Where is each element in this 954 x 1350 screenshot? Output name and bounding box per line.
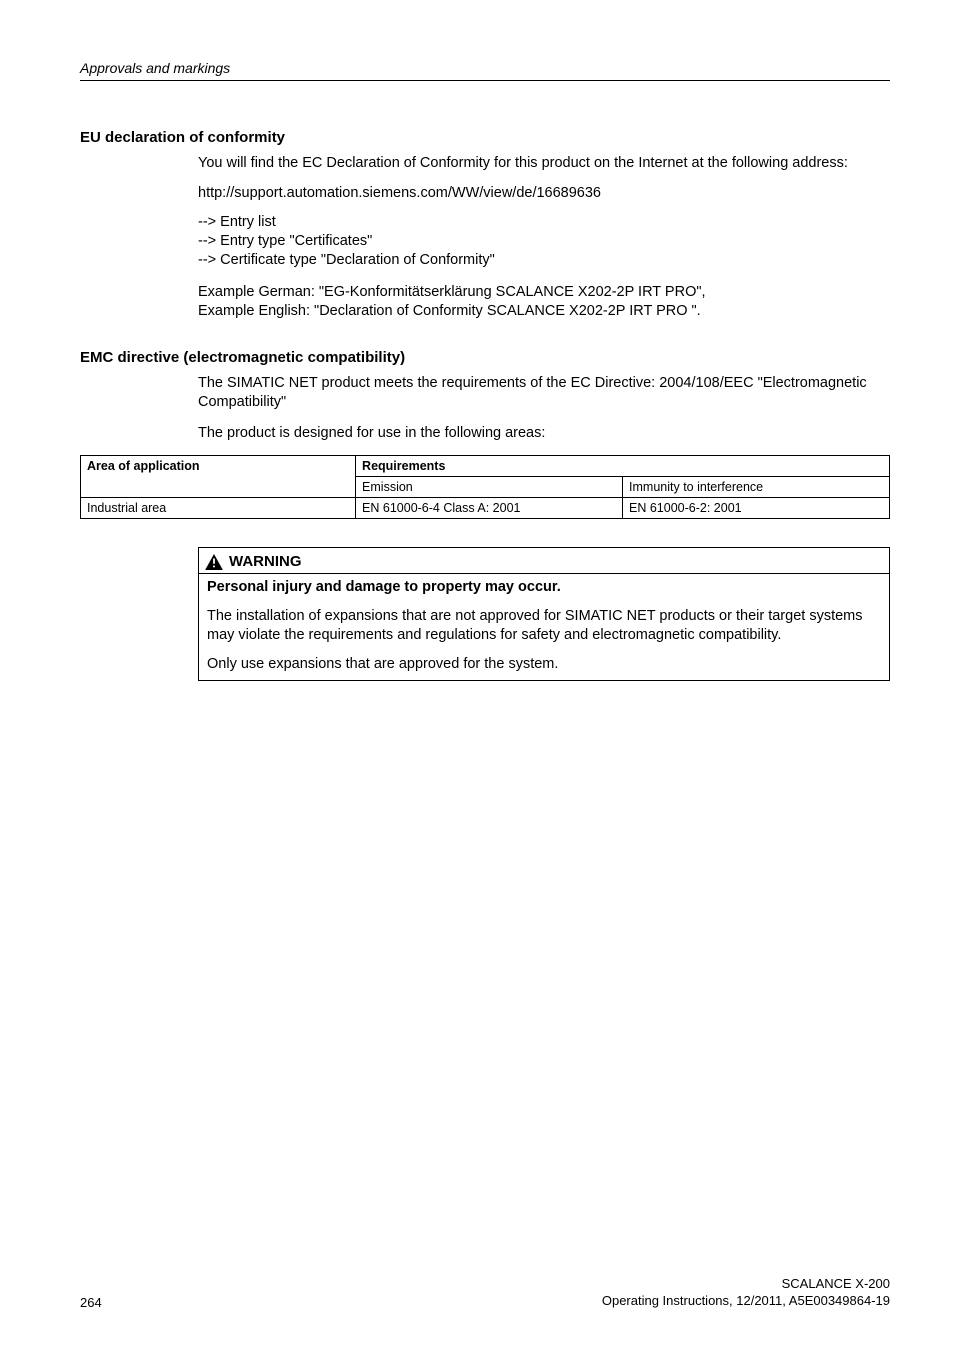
requirements-table: Area of application Requirements Emissio…: [80, 455, 890, 519]
table-row: Industrial area EN 61000-6-4 Class A: 20…: [81, 498, 890, 519]
section-heading-emc: EMC directive (electromagnetic compatibi…: [80, 349, 890, 366]
warning-subtitle: Personal injury and damage to property m…: [207, 578, 881, 597]
eu-example-en: Example English: "Declaration of Conform…: [198, 302, 890, 321]
warning-header: WARNING: [199, 548, 889, 574]
eu-entry-0: --> Entry list: [198, 213, 890, 232]
warning-label: WARNING: [229, 553, 302, 570]
th-requirements: Requirements: [356, 456, 890, 477]
warning-box: WARNING Personal injury and damage to pr…: [198, 547, 890, 680]
emc-block: The SIMATIC NET product meets the requir…: [198, 374, 890, 443]
td-immunity-header: Immunity to interference: [623, 477, 890, 498]
eu-entry-1: --> Entry type "Certificates": [198, 232, 890, 251]
footer-product: SCALANCE X-200: [602, 1276, 890, 1293]
emc-para1: The SIMATIC NET product meets the requir…: [198, 374, 890, 412]
warning-text-2: Only use expansions that are approved fo…: [207, 655, 881, 674]
section-heading-eu: EU declaration of conformity: [80, 129, 890, 146]
eu-example-de: Example German: "EG-Konformitätserklärun…: [198, 283, 890, 302]
footer-right: SCALANCE X-200 Operating Instructions, 1…: [602, 1276, 890, 1310]
td-emission: EN 61000-6-4 Class A: 2001: [356, 498, 623, 519]
th-area: Area of application: [81, 456, 356, 498]
eu-para1: You will find the EC Declaration of Conf…: [198, 154, 890, 173]
eu-block: You will find the EC Declaration of Conf…: [198, 154, 890, 321]
eu-entry-list: --> Entry list --> Entry type "Certifica…: [198, 213, 890, 270]
footer-doc: Operating Instructions, 12/2011, A5E0034…: [602, 1293, 890, 1310]
table-row: Area of application Requirements: [81, 456, 890, 477]
footer-page-number: 264: [80, 1295, 102, 1310]
eu-link: http://support.automation.siemens.com/WW…: [198, 185, 890, 201]
emc-para2: The product is designed for use in the f…: [198, 424, 890, 443]
warning-body: Personal injury and damage to property m…: [199, 574, 889, 679]
warning-text-1: The installation of expansions that are …: [207, 607, 881, 645]
warning-triangle-icon: [205, 554, 223, 570]
eu-entry-2: --> Certificate type "Declaration of Con…: [198, 251, 890, 270]
header-rule: [80, 80, 890, 81]
page-footer: 264 SCALANCE X-200 Operating Instruction…: [80, 1276, 890, 1310]
td-immunity: EN 61000-6-2: 2001: [623, 498, 890, 519]
td-area: Industrial area: [81, 498, 356, 519]
running-header: Approvals and markings: [80, 60, 890, 76]
td-emission-header: Emission: [356, 477, 623, 498]
